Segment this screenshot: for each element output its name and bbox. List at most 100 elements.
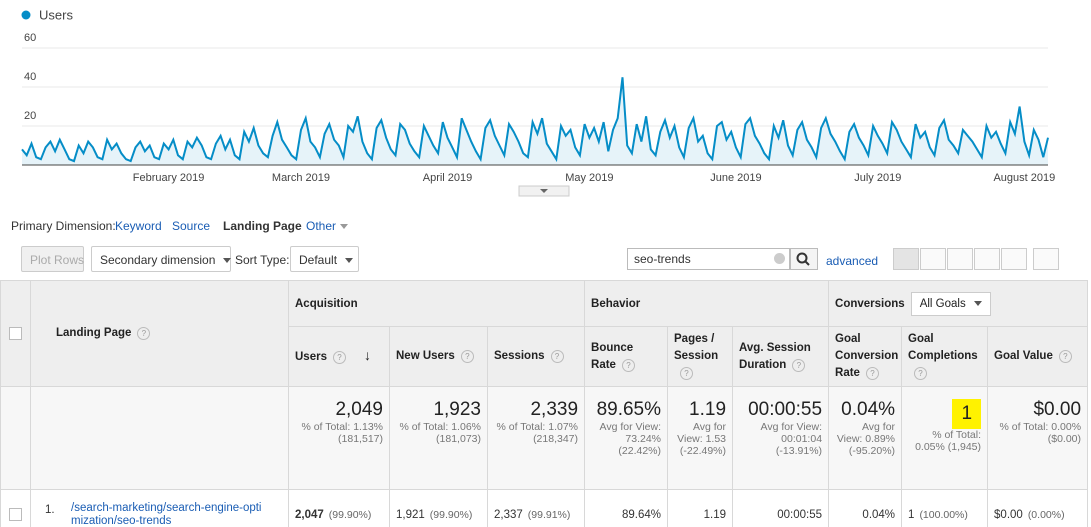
column-header[interactable]: Sessions? [486, 326, 586, 387]
dimension-link[interactable]: Source [172, 219, 211, 233]
view-table[interactable] [893, 248, 919, 270]
value-cell: 2,337 (99.91%) [486, 489, 586, 527]
help-icon: ? [1058, 350, 1072, 363]
view-term[interactable] [1001, 248, 1027, 270]
total-cell: 1.19 Avg for View: 1.53 (-22.49%) [667, 386, 734, 490]
search-box[interactable]: seo-trends [627, 248, 790, 270]
column-row: Users? ↓ New Users? Sessions? Bounce Rate? Pa… [1, 326, 1089, 387]
column-text: Goal Completions [908, 333, 978, 362]
advanced-link[interactable]: advanced [826, 254, 879, 268]
y-tick-label: 60 [24, 32, 36, 44]
x-tick-label: April 2019 [423, 172, 473, 184]
x-tick-label: May 2019 [565, 172, 613, 184]
cell-value: 1.19 [703, 508, 727, 521]
legend-dot [21, 10, 31, 20]
column-text: Goal Conversion Rate [835, 333, 899, 379]
checkbox[interactable] [9, 508, 22, 521]
view-compare[interactable] [974, 248, 1000, 270]
dimension-link[interactable]: Keyword [115, 219, 162, 233]
column-header[interactable]: Bounce Rate? [584, 326, 669, 387]
total-cell: 89.65% Avg for View: 73.24% (22.42%) [584, 386, 669, 490]
total-value: 2,339 [494, 399, 578, 421]
column-header[interactable]: Goal Conversion Rate? [828, 326, 903, 387]
search-icon [796, 252, 810, 266]
total-value: 0.04% [835, 399, 895, 421]
page-link[interactable]: /search-marketing/search-engine-optimiza… [71, 501, 262, 527]
chart: 20 40 60 February 2019 March 2019 April 2019 M… [21, 7, 1055, 197]
dimension-link[interactable]: Other [306, 219, 349, 233]
cell-share: (99.90%) [328, 508, 372, 521]
total-note: Avg for View: 00:01:04 (-13.91%) [760, 421, 823, 457]
total-text: 1,923 [433, 399, 481, 420]
x-tick-label: August 2019 [993, 172, 1055, 184]
sort-select[interactable]: Default [290, 246, 359, 272]
group-text: Acquisition [295, 297, 358, 310]
plot-rows-button[interactable]: Plot Rows [21, 246, 84, 272]
checkbox-cell [0, 280, 31, 387]
total-cell: 00:00:55 Avg for View: 00:01:04 (-13.91%) [732, 386, 830, 490]
value-cell: 1 (100.00%) [901, 489, 989, 527]
checkbox[interactable] [9, 327, 22, 340]
column-header[interactable]: Users? ↓ [288, 326, 390, 387]
column-header[interactable]: Pages / Session? [667, 326, 734, 387]
view-pie[interactable] [920, 248, 946, 270]
header-text: Landing Page [56, 327, 132, 339]
total-text: 0.04% [841, 399, 896, 420]
dimension-link[interactable]: Landing Page [223, 219, 302, 233]
help-icon: ? [914, 367, 928, 380]
total-note: Avg for View: 1.53 (-22.49%) [677, 421, 727, 457]
total-value: $0.00 [994, 399, 1081, 421]
search-button[interactable] [790, 248, 818, 270]
x-tick-label: July 2019 [854, 172, 901, 184]
group-text: Conversions [835, 297, 905, 310]
total-cell: 2,339% of Total: 1.07% (218,347) [486, 386, 586, 490]
column-header[interactable]: Goal Value? [987, 326, 1089, 387]
total-note: Avg for View: 0.89% (-95.20%) [836, 421, 896, 457]
caret [973, 300, 982, 306]
select-text: Secondary dimension [100, 253, 216, 267]
column-header[interactable]: New Users? [389, 326, 488, 387]
total-note: % of Total: 1.07% (218,347) [496, 421, 579, 445]
cell-share: (99.90%) [429, 508, 473, 521]
total-cell: 1% of Total: 0.05% (1,945) [901, 386, 989, 490]
total-value: 89.65% [591, 399, 661, 421]
value-cell: 1,921 (99.90%) [389, 489, 488, 527]
empty-cell [30, 386, 289, 490]
column-header[interactable]: Avg. Session Duration? [732, 326, 830, 387]
sort-label: Sort Type: [235, 253, 290, 267]
total-text: 2,049 [335, 399, 383, 420]
cell-value: 2,337 [494, 508, 523, 521]
cell-value: 0.04% [862, 508, 896, 521]
total-note: % of Total: 0.00% ($0.00) [999, 421, 1082, 445]
cell-value: 00:00:55 [777, 508, 823, 521]
x-tick-label: June 2019 [710, 172, 761, 184]
total-value: 1 [908, 399, 982, 429]
column-header[interactable]: Goal Completions? [901, 326, 989, 387]
column-text: Goal Value [994, 350, 1053, 362]
secondary-dimension-select[interactable]: Secondary dimension [91, 246, 232, 272]
goal-select[interactable]: All Goals [910, 291, 991, 316]
cell-value: 1,921 [396, 508, 425, 521]
view-pivot[interactable] [1033, 248, 1059, 270]
cell-value: 89.64% [622, 508, 662, 521]
help-icon: ? [550, 350, 564, 363]
select-text: Default [299, 253, 338, 267]
value-cell: 0.04% [828, 489, 903, 527]
header-row: Landing Page? Acquisition Behavior Conversi… [0, 280, 1089, 387]
value-cell: 89.64% [584, 489, 669, 527]
sort-arrow: ↓ [363, 347, 371, 363]
toggle-arrow [540, 189, 548, 193]
cell-share: (100.00%) [919, 508, 968, 521]
view-bar[interactable] [947, 248, 973, 270]
cell-value: 2,047 [295, 508, 324, 521]
data-table: Landing Page? Acquisition Behavior Conversi… [0, 280, 1089, 527]
y-tick-label: 40 [24, 71, 36, 83]
total-value: 00:00:55 [739, 399, 822, 421]
total-text: 89.65% [596, 399, 662, 420]
column-text: Pages / Session [674, 333, 719, 362]
group-header: Acquisition [287, 280, 586, 327]
clear-icon[interactable] [774, 253, 785, 264]
value-cell: $0.00 (0.00%) [987, 489, 1089, 527]
help-icon: ? [460, 350, 474, 363]
